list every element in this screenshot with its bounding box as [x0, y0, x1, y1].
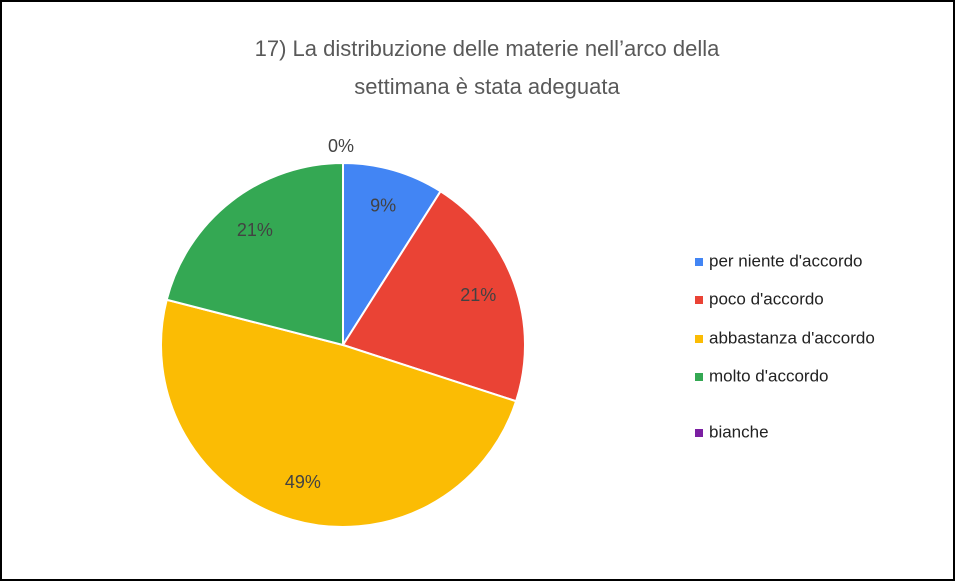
legend-swatch	[695, 258, 703, 266]
data-label: 21%	[460, 285, 496, 305]
chart-title: 17) La distribuzione delle materie nell’…	[255, 36, 720, 61]
legend-label: abbastanza d'accordo	[709, 328, 875, 347]
legend-swatch	[695, 335, 703, 343]
legend-swatch	[695, 429, 703, 437]
pie-slice	[160, 298, 518, 528]
legend-swatch	[695, 373, 703, 381]
pie-slice	[341, 189, 526, 403]
legend-label: per niente d'accordo	[709, 251, 863, 270]
data-label: 49%	[285, 472, 321, 492]
data-label: 0%	[328, 136, 354, 156]
pie-slice	[342, 161, 442, 349]
data-label: 9%	[370, 196, 396, 216]
data-label: 21%	[237, 220, 273, 240]
legend-label: bianche	[709, 422, 769, 441]
legend-label: poco d'accordo	[709, 289, 824, 308]
pie-slice	[165, 161, 344, 347]
legend-label: molto d'accordo	[709, 366, 828, 385]
chart-title: settimana è stata adeguata	[354, 74, 620, 99]
legend-swatch	[695, 296, 703, 304]
